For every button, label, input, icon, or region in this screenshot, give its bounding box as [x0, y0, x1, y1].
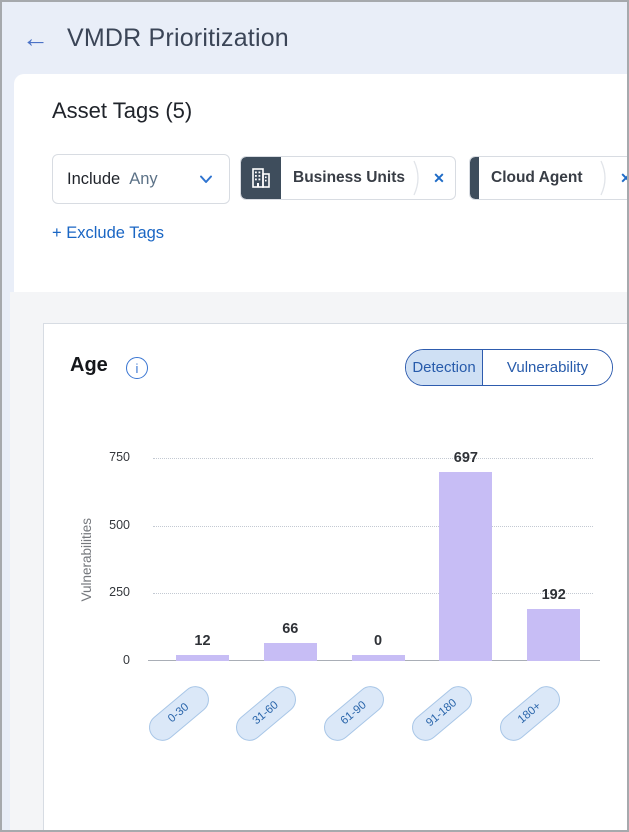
x-axis-label-31-60[interactable]: 31-60: [230, 680, 302, 747]
y-axis-title: Vulnerabilities: [78, 517, 94, 602]
gridline: [153, 458, 593, 459]
tag-label: Cloud Agent: [491, 169, 583, 186]
gridline: [153, 593, 593, 594]
bar-value-label: 0: [374, 633, 383, 649]
include-dropdown[interactable]: Include Any: [52, 154, 230, 204]
asset-tags-title: Asset Tags (5): [52, 98, 193, 123]
chip-divider: [413, 160, 423, 196]
detection-vulnerability-toggle: Detection Vulnerability: [405, 349, 613, 386]
tag-color-bar: [470, 157, 479, 199]
bar-180+[interactable]: [527, 609, 581, 661]
exclude-tags-link[interactable]: + Exclude Tags: [52, 224, 165, 242]
toggle-option-detection[interactable]: Detection: [406, 350, 482, 385]
x-axis-label-180+[interactable]: 180+: [494, 680, 566, 747]
bar-value-label: 12: [194, 633, 211, 649]
y-tick-label: 250: [109, 585, 130, 599]
chevron-down-icon: [195, 168, 217, 190]
remove-tag-button[interactable]: ✕: [610, 170, 627, 187]
y-tick-label: 0: [123, 653, 130, 667]
tag-chip-cloud-agent: Cloud Agent ✕: [469, 156, 627, 200]
tag-label: Business Units: [293, 169, 405, 186]
chip-divider: [600, 160, 610, 196]
include-value: Any: [129, 169, 158, 188]
page-title: VMDR Prioritization: [67, 23, 289, 52]
x-axis-label-61-90[interactable]: 61-90: [318, 680, 390, 747]
info-icon[interactable]: i: [126, 357, 148, 379]
y-tick-label: 750: [109, 450, 130, 464]
bar-31-60[interactable]: [263, 643, 317, 661]
back-button[interactable]: ←: [18, 24, 53, 52]
y-tick-label: 500: [109, 518, 130, 532]
bar-value-label: 66: [282, 621, 299, 637]
x-axis-label-0-30[interactable]: 0-30: [143, 680, 214, 747]
toggle-option-vulnerability[interactable]: Vulnerability: [482, 350, 612, 385]
age-chart-card: Age i Detection Vulnerability Vulnerabil…: [43, 323, 627, 830]
age-card-title: Age: [70, 354, 108, 376]
include-label: Include: [67, 169, 121, 188]
remove-tag-button[interactable]: ✕: [423, 170, 455, 187]
bar-0-30[interactable]: [176, 655, 229, 661]
bar-61-90[interactable]: [351, 655, 405, 661]
bar-value-label: 192: [541, 587, 566, 603]
x-axis-label-91-180[interactable]: 91-180: [406, 680, 478, 747]
tag-chip-business-units: Business Units ✕: [240, 156, 456, 200]
y-axis-ticks: 750 500 250 0: [94, 450, 130, 667]
gridline: [153, 526, 593, 527]
bar-91-180[interactable]: [439, 472, 493, 661]
bar-value-label: 697: [453, 450, 478, 466]
plot-area: 12 0-30 66 31-60 0 61-90 697 91-180 192 180+: [143, 450, 600, 747]
asset-tags-card: Asset Tags (5) Include Any: [14, 74, 627, 292]
page-header: ← VMDR Prioritization: [2, 2, 627, 74]
building-icon: [241, 157, 281, 199]
